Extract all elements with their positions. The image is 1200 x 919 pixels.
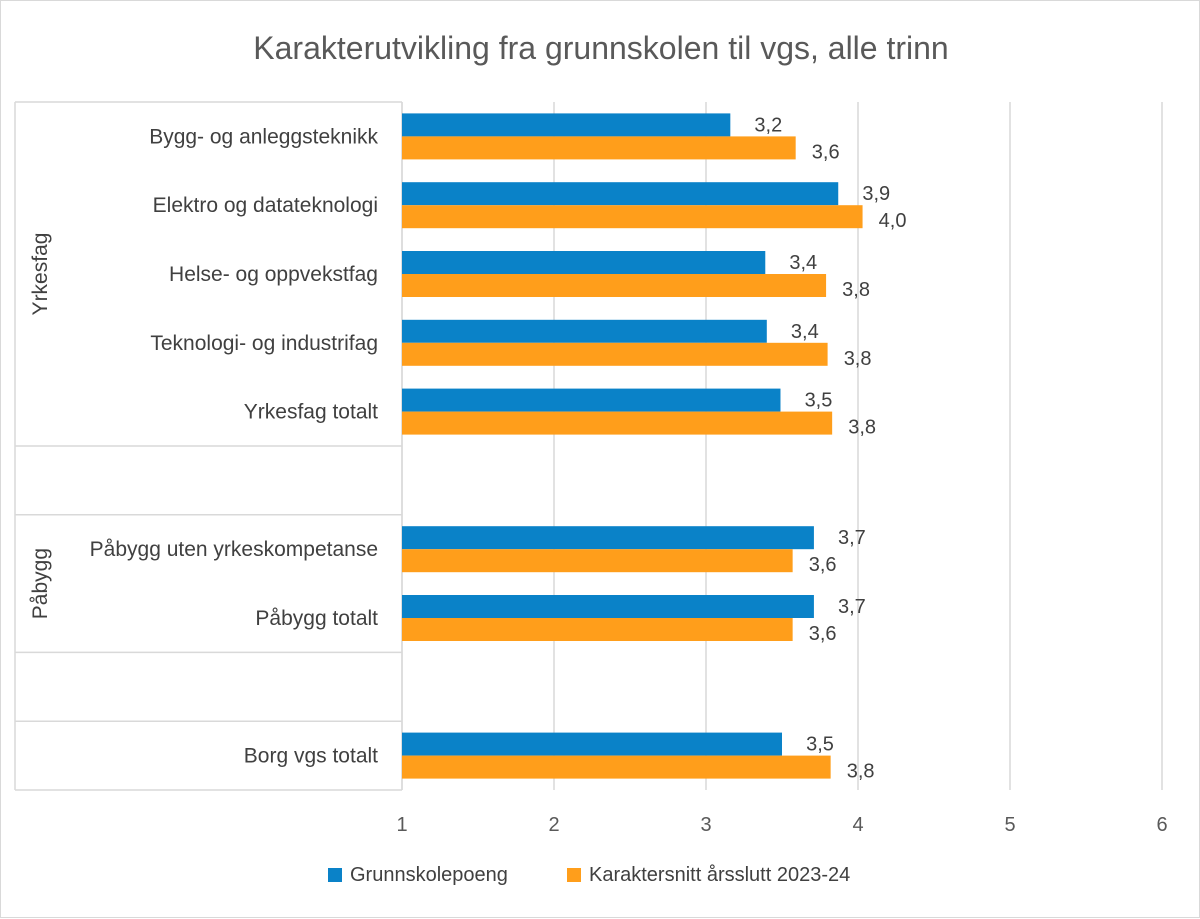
data-label: 3,5 (806, 734, 834, 756)
x-tick-label: 1 (396, 814, 407, 836)
bar-karaktersnitt (402, 136, 796, 160)
bar-grunnskolepoeng (402, 732, 782, 756)
category-label: Borg vgs totalt (244, 745, 378, 768)
bar-karaktersnitt (402, 342, 828, 366)
data-label: 3,7 (838, 527, 866, 549)
legend-label: Karaktersnitt årsslutt 2023-24 (589, 864, 850, 886)
category-label: Teknologi- og industrifag (150, 332, 378, 355)
data-label: 3,8 (848, 417, 876, 439)
data-label: 3,6 (809, 554, 837, 576)
bar-grunnskolepoeng (402, 251, 766, 274)
legend-label: Grunnskolepoeng (350, 864, 508, 886)
bar-karaktersnitt (402, 549, 793, 573)
value-axis-ticks: 1 2 3 4 5 6 (396, 814, 1167, 836)
legend-swatch-grunnskolepoeng (328, 868, 342, 882)
bar-karaktersnitt (402, 205, 863, 229)
legend: Grunnskolepoeng Karaktersnitt årsslutt 20… (328, 864, 850, 886)
x-tick-label: 6 (1156, 814, 1167, 836)
data-label: 3,2 (754, 114, 782, 136)
x-tick-label: 5 (1004, 814, 1015, 836)
category-label: Bygg- og anleggsteknikk (149, 125, 378, 148)
bar-karaktersnitt (402, 274, 827, 297)
group-label: Påbygg (29, 548, 52, 619)
bar-grunnskolepoeng (402, 526, 814, 550)
category-axis: Bygg- og anleggsteknikk Elektro og datate… (14, 101, 403, 791)
bar-karaktersnitt (402, 755, 831, 779)
category-label: Påbygg totalt (255, 607, 378, 630)
data-label: 3,6 (809, 623, 837, 645)
category-label: Påbygg uten yrkeskompetanse (90, 538, 378, 561)
data-label: 3,4 (789, 252, 817, 274)
data-label: 3,8 (842, 279, 870, 301)
category-label: Yrkesfag totalt (244, 401, 378, 424)
chart-title: Karakterutvikling fra grunnskolen til vg… (253, 30, 948, 66)
data-labels: 3,23,63,94,03,43,83,43,83,53,83,73,63,73… (754, 114, 906, 782)
category-label: Helse- og oppvekstfag (169, 263, 378, 286)
bar-grunnskolepoeng (402, 319, 767, 343)
x-tick-label: 3 (700, 814, 711, 836)
legend-swatch-karaktersnitt (567, 868, 581, 882)
bar-grunnskolepoeng (402, 595, 814, 618)
x-tick-label: 4 (852, 814, 863, 836)
data-label: 4,0 (879, 210, 907, 232)
bar-grunnskolepoeng (402, 113, 731, 137)
bar-grunnskolepoeng (402, 182, 839, 206)
data-label: 3,8 (844, 348, 872, 370)
data-label: 3,9 (862, 183, 890, 205)
data-label: 3,5 (805, 390, 833, 412)
data-label: 3,8 (847, 761, 875, 783)
bars (402, 113, 863, 779)
data-label: 3,6 (812, 141, 840, 163)
x-tick-label: 2 (548, 814, 559, 836)
group-label: Yrkesfag (29, 233, 52, 316)
bar-karaktersnitt (402, 618, 793, 641)
data-label: 3,4 (791, 321, 819, 343)
data-label: 3,7 (838, 596, 866, 618)
category-label: Elektro og datateknologi (153, 194, 378, 217)
bar-grunnskolepoeng (402, 388, 781, 412)
bar-karaktersnitt (402, 411, 833, 435)
